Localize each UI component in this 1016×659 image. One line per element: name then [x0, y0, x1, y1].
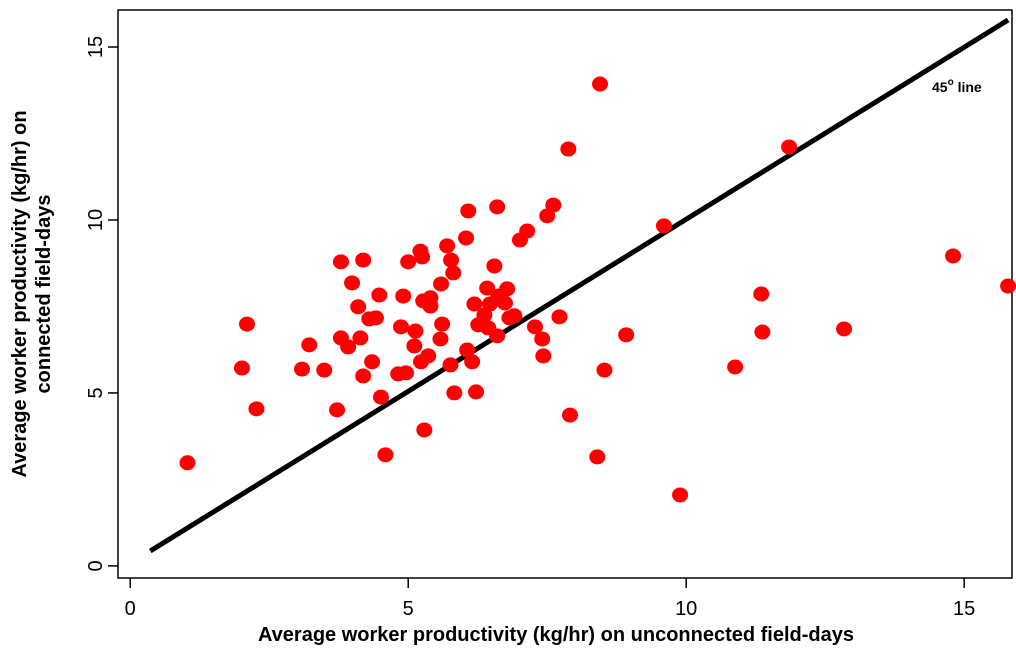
point [506, 308, 523, 324]
point [458, 230, 475, 246]
point [464, 354, 481, 370]
point [618, 327, 635, 343]
point [372, 389, 389, 405]
point [545, 197, 562, 213]
y-tick-label: 10 [85, 209, 107, 231]
point [392, 319, 409, 335]
point [446, 385, 463, 401]
point [489, 199, 506, 215]
reference-line [148, 17, 1010, 554]
point [496, 295, 513, 311]
plot-frame [117, 9, 1013, 579]
point [400, 254, 417, 270]
point [781, 139, 798, 155]
point [406, 338, 423, 354]
point [655, 218, 672, 234]
point [364, 354, 381, 370]
point [434, 316, 451, 332]
point [551, 309, 568, 325]
x-tick-label: 0 [125, 598, 136, 620]
point [407, 323, 424, 339]
point [248, 401, 265, 417]
point [489, 328, 506, 344]
point [329, 402, 346, 418]
point [526, 319, 543, 335]
point [589, 449, 606, 465]
point [443, 252, 460, 268]
point [179, 455, 196, 471]
point [460, 203, 477, 219]
y-axis-label: Average worker productivity (kg/hr) on c… [9, 110, 55, 477]
point [945, 248, 962, 264]
point [294, 361, 311, 377]
y-tick-label: 15 [85, 36, 107, 58]
point [316, 362, 333, 378]
annotation-text: 45 [932, 79, 948, 95]
point [377, 447, 394, 463]
point [486, 258, 503, 274]
point [397, 365, 414, 381]
y-axis-label-line: Average worker productivity (kg/hr) on [9, 110, 31, 477]
point [238, 316, 255, 332]
point [445, 265, 462, 281]
y-axis-label-line: connected field-days [33, 195, 55, 394]
x-tick-label: 15 [953, 598, 975, 620]
point [340, 339, 357, 355]
point [432, 331, 449, 347]
y-tick-label: 0 [85, 560, 107, 571]
point [753, 286, 770, 302]
annotation-text: line [954, 79, 982, 95]
point [519, 223, 536, 239]
point [592, 76, 609, 92]
point [395, 288, 412, 304]
point [420, 348, 437, 364]
point [459, 342, 476, 358]
point [560, 141, 577, 157]
point [352, 330, 369, 346]
point [754, 324, 771, 340]
point [350, 299, 367, 315]
point [479, 280, 496, 296]
point [672, 487, 689, 503]
annotation: 45o line [932, 77, 982, 95]
point [422, 298, 439, 314]
point [1000, 278, 1016, 294]
point [596, 362, 613, 378]
x-axis-label: Average worker productivity (kg/hr) on u… [258, 624, 854, 646]
point [499, 281, 516, 297]
point [562, 407, 579, 423]
point [439, 238, 456, 254]
point [301, 337, 318, 353]
point [836, 321, 853, 337]
point [468, 384, 485, 400]
point [535, 348, 552, 364]
x-tick-label: 5 [403, 598, 414, 620]
annotation-superscript: o [948, 77, 954, 88]
point [466, 296, 483, 312]
y-tick-label: 5 [85, 387, 107, 398]
point [332, 254, 349, 270]
point [442, 357, 459, 373]
point [727, 359, 744, 375]
point [414, 249, 431, 265]
point [371, 287, 388, 303]
point [233, 360, 250, 376]
point [416, 422, 433, 438]
point [433, 276, 450, 292]
point [355, 252, 372, 268]
x-tick-label: 10 [675, 598, 697, 620]
point [355, 368, 372, 384]
point [367, 310, 384, 326]
point [344, 275, 361, 291]
point [534, 331, 551, 347]
